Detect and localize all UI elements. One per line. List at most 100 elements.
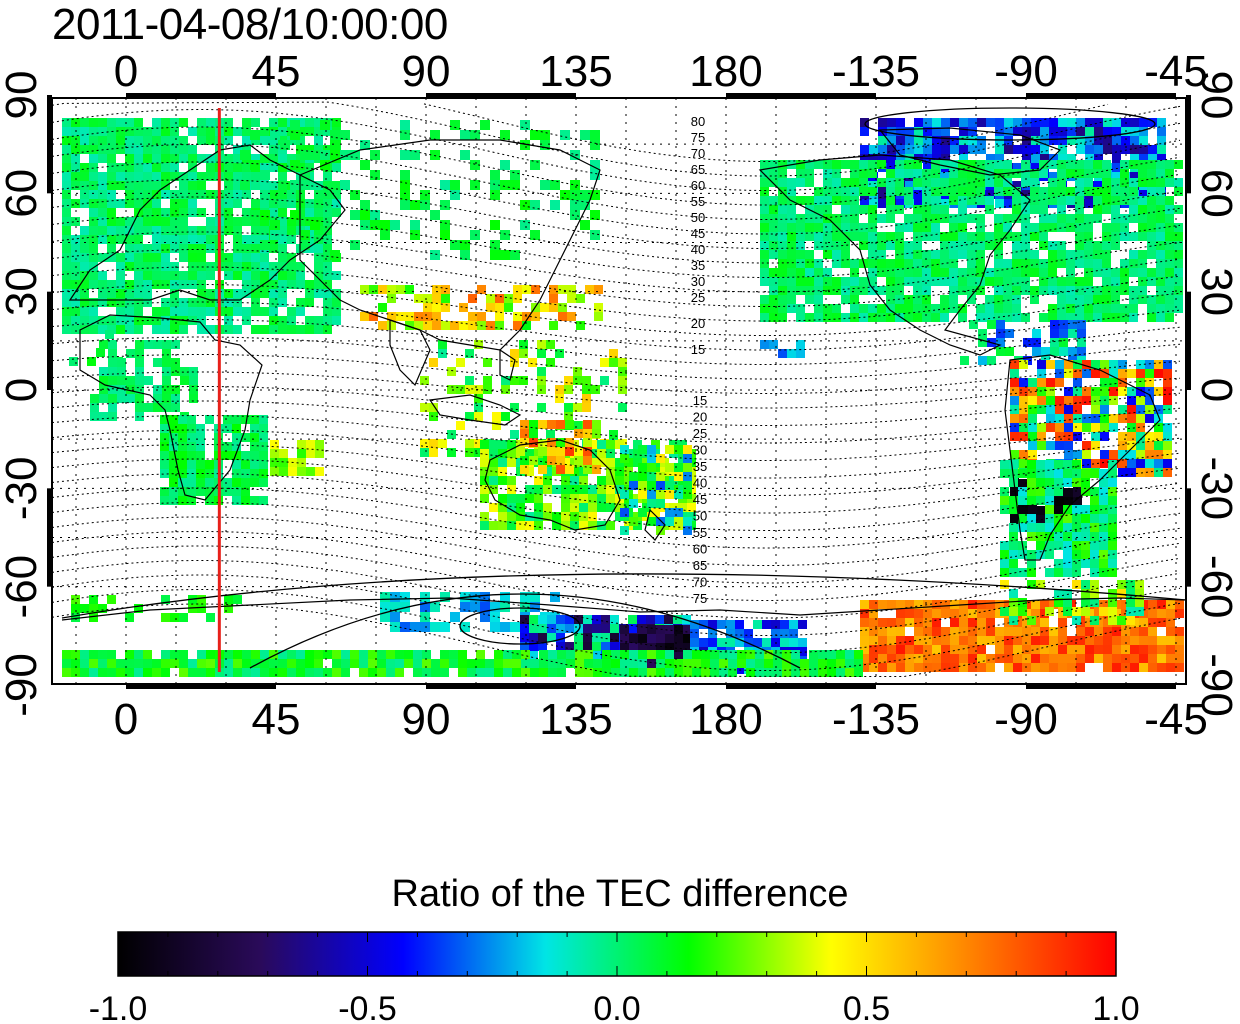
tec-data-cell	[507, 521, 516, 530]
tec-data-cell	[805, 232, 814, 241]
tec-data-cell	[368, 659, 377, 668]
tec-data-cell	[814, 196, 823, 205]
tec-data-cell	[1085, 145, 1094, 154]
tec-data-cell	[887, 618, 896, 627]
tec-data-cell	[760, 259, 769, 268]
tec-data-cell	[480, 458, 489, 467]
tec-data-cell	[143, 172, 152, 181]
tec-data-cell	[1156, 232, 1165, 241]
tec-data-cell	[1054, 460, 1063, 469]
tec-data-cell	[161, 145, 170, 154]
tec-data-cell	[251, 226, 260, 235]
tec-data-cell	[978, 329, 987, 338]
tec-data-cell	[567, 312, 576, 321]
tec-data-cell	[507, 440, 516, 449]
tec-data-cell	[594, 285, 603, 294]
tec-data-cell	[107, 650, 116, 659]
tec-data-cell	[260, 127, 269, 136]
tec-data-cell	[1112, 172, 1121, 181]
tec-data-cell	[1072, 580, 1081, 589]
tec-data-cell	[1048, 214, 1057, 223]
tec-data-cell	[787, 277, 796, 286]
contour-label: 40	[691, 242, 705, 257]
tec-data-cell	[1138, 205, 1147, 214]
tec-data-cell	[1130, 118, 1139, 127]
tec-data-cell	[618, 376, 627, 385]
tec-data-cell	[977, 600, 986, 609]
contour-label: 65	[693, 558, 707, 573]
tec-data-cell	[886, 205, 895, 214]
tec-data-cell	[1072, 532, 1081, 541]
tec-data-cell	[1093, 241, 1102, 250]
tec-data-cell	[922, 304, 931, 313]
tec-data-cell	[534, 476, 543, 485]
tec-data-cell	[188, 199, 197, 208]
tec-data-cell	[1027, 580, 1036, 589]
tec-data-cell	[1091, 432, 1100, 441]
tec-data-cell	[669, 440, 678, 449]
tec-data-cell	[996, 338, 1005, 347]
tec-data-cell	[250, 469, 259, 478]
tec-data-cell	[534, 458, 543, 467]
tec-data-cell	[1102, 286, 1111, 295]
magnetic-contour	[51, 487, 1181, 549]
tec-data-cell	[387, 294, 396, 303]
tec-data-cell	[187, 442, 196, 451]
tec-data-cell	[169, 478, 178, 487]
tec-data-cell	[764, 659, 773, 668]
tec-data-cell	[588, 512, 597, 521]
tec-data-cell	[782, 650, 791, 659]
tec-data-cell	[787, 250, 796, 259]
tec-data-cell	[787, 205, 796, 214]
tec-data-cell	[179, 650, 188, 659]
tec-data-cell	[134, 298, 143, 307]
tec-data-cell	[1057, 160, 1066, 169]
tec-data-cell	[1081, 532, 1090, 541]
tec-data-cell	[441, 303, 450, 312]
tec-data-cell	[1099, 559, 1108, 568]
tec-data-cell	[420, 200, 430, 210]
tec-data-cell	[1000, 541, 1009, 550]
tec-data-cell	[769, 223, 778, 232]
tec-data-cell	[1136, 369, 1145, 378]
tec-data-cell	[995, 199, 1004, 208]
tec-data-cell	[178, 487, 187, 496]
tec-data-cell	[647, 517, 656, 526]
tec-data-cell	[269, 668, 278, 677]
tec-data-cell	[143, 244, 152, 253]
tec-data-cell	[476, 650, 485, 659]
tec-data-cell	[1004, 145, 1013, 154]
tec-data-cell	[968, 627, 977, 636]
tec-data-cell	[628, 624, 637, 633]
tec-data-cell	[1013, 163, 1022, 172]
tec-data-cell	[89, 172, 98, 181]
tec-data-cell	[886, 277, 895, 286]
tec-data-cell	[134, 145, 143, 154]
tec-data-cell	[1037, 432, 1046, 441]
tec-data-cell	[1057, 295, 1066, 304]
tec-data-cell	[1048, 313, 1057, 322]
tec-data-cell	[161, 325, 170, 334]
tec-data-cell	[922, 205, 931, 214]
tec-data-cell	[1147, 304, 1156, 313]
tec-data-cell	[778, 178, 787, 187]
tec-data-cell	[432, 303, 441, 312]
tec-data-cell	[1139, 663, 1148, 672]
tec-data-cell	[1027, 532, 1036, 541]
tec-data-cell	[1094, 645, 1103, 654]
tec-data-cell	[1109, 387, 1118, 396]
tec-data-cell	[420, 403, 429, 412]
tec-data-cell	[796, 349, 805, 358]
tec-data-cell	[579, 485, 588, 494]
tec-data-cell	[233, 262, 242, 271]
tec-data-cell	[1027, 478, 1036, 487]
tec-data-cell	[1039, 223, 1048, 232]
tec-data-cell	[296, 280, 305, 289]
tec-data-cell	[197, 136, 206, 145]
tec-data-cell	[610, 615, 619, 624]
tec-data-cell	[905, 600, 914, 609]
tec-data-cell	[1010, 423, 1019, 432]
tec-data-cell	[490, 240, 500, 250]
tec-data-cell	[260, 170, 270, 180]
tec-data-cell	[89, 262, 98, 271]
